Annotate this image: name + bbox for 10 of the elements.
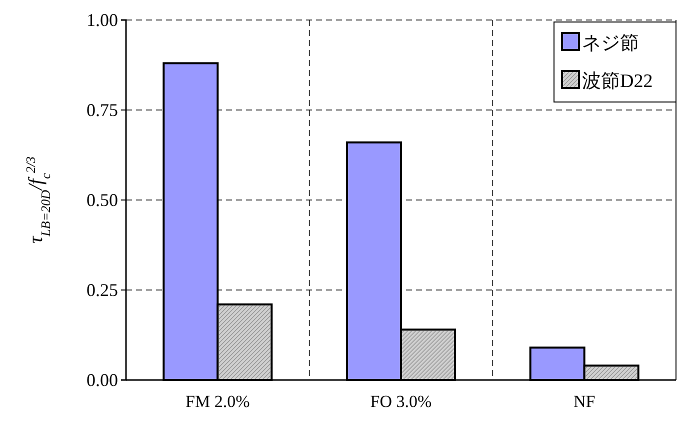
y-tick-label: 1.00 [86,10,118,30]
x-tick-label: FM 2.0% [186,392,250,411]
y-tick-label: 0.25 [86,280,118,300]
legend-label: 波節D22 [582,71,653,92]
x-tick-label: FO 3.0% [370,392,432,411]
y-tick-label: 0.50 [86,190,118,210]
y-tick-label: 0.75 [86,100,118,120]
y-tick-label: 0.00 [86,370,118,390]
x-tick-label: NF [573,392,596,411]
legend-label: ネジ節 [582,33,639,54]
